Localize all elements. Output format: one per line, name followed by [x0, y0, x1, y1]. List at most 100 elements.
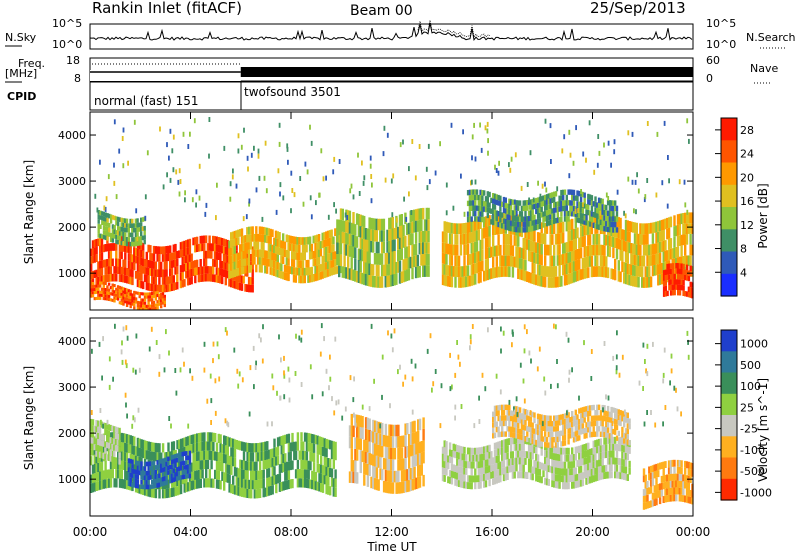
velocity-cell — [363, 451, 366, 463]
velocity-cell — [262, 488, 265, 498]
velocity-cell — [145, 480, 148, 485]
velocity-cell — [571, 447, 574, 455]
velocity-cell — [540, 425, 543, 431]
velocity-cell — [114, 426, 118, 433]
power-cell — [106, 217, 109, 223]
velocity-cell — [250, 489, 253, 499]
velocity-cell — [522, 443, 525, 451]
power-cell — [276, 262, 279, 270]
power-speck — [346, 215, 349, 220]
power-cell — [596, 266, 599, 277]
velocity-cell — [282, 444, 285, 454]
velocity-cell — [547, 431, 550, 438]
velocity-cell — [493, 432, 497, 438]
power-cell — [569, 251, 572, 263]
velocity-cell — [488, 444, 491, 452]
power-speck — [182, 131, 185, 137]
velocity-cell — [574, 474, 577, 482]
power-cell — [156, 306, 159, 310]
velocity-cell — [221, 462, 224, 472]
power-cell — [676, 214, 680, 225]
velocity-cell — [536, 413, 540, 419]
power-cell — [271, 267, 274, 276]
power-cell — [691, 244, 694, 256]
velocity-cell — [615, 457, 619, 465]
velocity-cell — [562, 430, 565, 436]
velocity-cell — [329, 486, 332, 496]
power-cell — [357, 248, 361, 260]
power-cell — [576, 211, 579, 218]
power-cell — [294, 275, 297, 283]
velocity-cell — [549, 445, 552, 452]
velocity-cell — [267, 468, 271, 478]
velocity-cell — [95, 432, 98, 439]
power-cell — [379, 253, 382, 265]
velocity-cell — [617, 420, 620, 426]
power-cell — [536, 232, 540, 243]
velocity-cell — [384, 458, 388, 470]
velocity-cell — [588, 410, 592, 417]
velocity-cell — [143, 440, 147, 450]
power-cell — [671, 273, 675, 280]
velocity-cell — [646, 501, 649, 509]
velocity-cell — [302, 469, 305, 479]
velocity-cell — [465, 461, 468, 468]
power-cell — [680, 256, 683, 267]
velocity-cell — [399, 447, 402, 459]
velocity-cell — [585, 477, 588, 485]
power-cell — [558, 233, 561, 244]
power-cell — [513, 205, 516, 211]
velocity-cell — [493, 416, 497, 422]
power-cell — [99, 237, 102, 246]
velocity-cell — [109, 460, 113, 470]
power-cell — [251, 234, 254, 242]
power-cell — [100, 244, 104, 253]
velocity-cell — [472, 475, 475, 483]
power-cell — [540, 233, 543, 244]
power-cell — [307, 267, 310, 276]
velocity-cell — [131, 459, 134, 465]
velocity-cell — [300, 441, 303, 451]
power-cell — [388, 217, 391, 230]
power-cell — [222, 253, 226, 262]
power-cell — [136, 232, 139, 237]
power-cell — [531, 241, 534, 252]
power-cell — [107, 288, 111, 292]
velocity-cell — [594, 453, 597, 461]
power-cell — [479, 216, 482, 222]
velocity-cell — [278, 436, 282, 446]
power-speck — [172, 134, 175, 140]
velocity-cell — [179, 452, 183, 457]
velocity-cell — [235, 467, 238, 477]
velocity-cell — [658, 490, 662, 498]
power-cell — [106, 213, 109, 218]
velocity-cell — [366, 475, 370, 487]
power-cell — [599, 212, 603, 224]
velocity-cell — [628, 467, 631, 475]
power-cell — [310, 266, 314, 275]
power-speck — [383, 125, 386, 131]
velocity-cell — [176, 453, 179, 458]
power-cell — [479, 189, 482, 196]
power-cell — [492, 214, 495, 220]
velocity-cell — [282, 435, 285, 445]
power-cell — [538, 218, 542, 224]
power-cell — [179, 272, 183, 281]
power-cell — [565, 200, 568, 206]
velocity-cell — [170, 478, 174, 483]
velocity-cell — [402, 469, 405, 482]
velocity-cell — [441, 467, 445, 475]
power-cell — [347, 256, 350, 268]
power-cell — [490, 219, 493, 225]
power-cell — [617, 238, 620, 250]
power-cell — [477, 229, 480, 241]
power-cell — [117, 230, 120, 236]
power-speck — [487, 138, 489, 144]
velocity-cell — [156, 443, 159, 453]
power-ytick-label: 2000 — [58, 221, 86, 234]
power-speck — [261, 216, 264, 222]
velocity-cell — [368, 441, 371, 453]
power-cell — [465, 265, 468, 277]
power-cell — [230, 262, 233, 271]
power-cell — [581, 208, 585, 214]
